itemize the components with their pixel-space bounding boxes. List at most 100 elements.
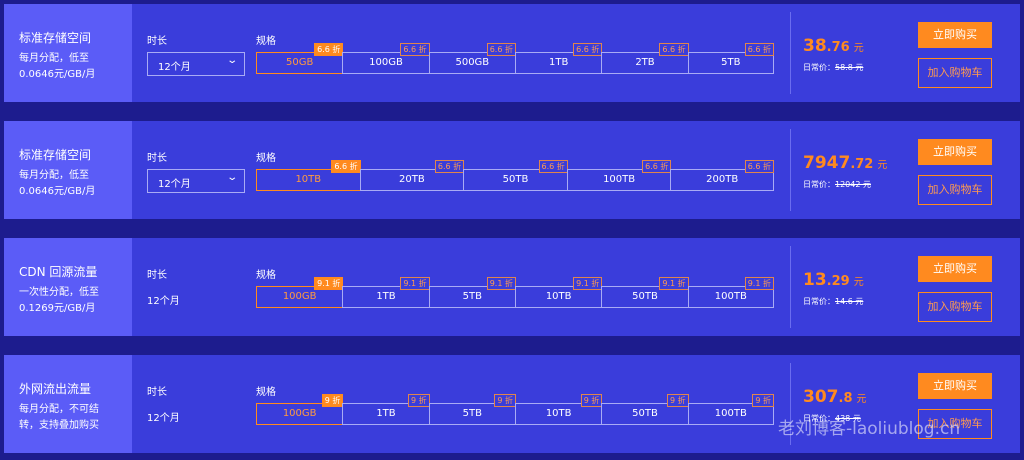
- discount-badge: 6.6 折: [331, 160, 361, 173]
- spec-option-label: 5TB: [721, 57, 741, 68]
- duration-value: 12个月: [158, 179, 191, 190]
- spec-label: 规格: [256, 153, 276, 164]
- spec-label: 规格: [256, 387, 276, 398]
- spec-option[interactable]: 100TB 6.6 折: [566, 160, 672, 191]
- divider: [790, 12, 791, 94]
- spec-option[interactable]: 100GB 9 折: [256, 394, 344, 425]
- buy-button[interactable]: 立即购买: [918, 256, 992, 282]
- cart-button[interactable]: 加入购物车: [918, 409, 992, 439]
- spec-option-label: 1TB: [376, 291, 396, 302]
- spec-option-label: 1TB: [376, 408, 396, 419]
- product-desc: 0.1269元/GB/月: [19, 303, 96, 314]
- spec-option[interactable]: 1TB 6.6 折: [515, 43, 603, 74]
- original-value: 58.8 元: [835, 63, 864, 72]
- spec-option-label: 50TB: [632, 408, 658, 419]
- discount-badge: 9 折: [580, 394, 603, 407]
- price: 38.76 元: [803, 36, 864, 56]
- price-dec: .29: [826, 274, 850, 289]
- spec-option-label: 50GB: [285, 57, 314, 68]
- spec-option[interactable]: 5TB 6.6 折: [687, 43, 774, 74]
- duration-value: 12个月: [158, 62, 191, 73]
- original-price: 日常价：438 元: [803, 413, 861, 424]
- duration-select[interactable]: 12个月 ⌄: [147, 52, 245, 76]
- price: 7947.72 元: [803, 153, 887, 173]
- spec-option[interactable]: 10TB 9.1 折: [515, 277, 603, 308]
- price-unit: 元: [853, 43, 864, 54]
- spec-option[interactable]: 100TB 9.1 折: [687, 277, 774, 308]
- cart-button[interactable]: 加入购物车: [918, 58, 992, 88]
- spec-option[interactable]: 2TB 6.6 折: [601, 43, 689, 74]
- divider: [790, 363, 791, 445]
- discount-badge: 6.6 折: [642, 160, 672, 173]
- spec-option-label: 50TB: [632, 291, 658, 302]
- price-dec: .76: [826, 40, 850, 55]
- spec-option[interactable]: 20TB 6.6 折: [359, 160, 465, 191]
- product-info: 标准存储空间 每月分配，低至 0.0646元/GB/月: [4, 121, 132, 219]
- discount-badge: 6.6 折: [314, 43, 344, 56]
- discount-badge: 6.6 折: [744, 160, 774, 173]
- product-title: 外网流出流量: [19, 382, 92, 396]
- spec-option[interactable]: 50TB 9.1 折: [601, 277, 689, 308]
- watermark: 老刘博客-laoliublog.cn: [778, 419, 961, 439]
- product-card: CDN 回源流量 一次性分配，低至 0.1269元/GB/月 时长 12个月 规格 100G…: [4, 238, 1020, 336]
- price-int: 7947: [803, 153, 851, 173]
- discount-badge: 9.1 折: [314, 277, 344, 290]
- price-int: 307: [803, 387, 839, 407]
- original-value: 12042 元: [835, 180, 871, 189]
- duration-value: 12个月: [147, 413, 180, 424]
- spec-option[interactable]: 100GB 9.1 折: [256, 277, 344, 308]
- price-unit: 元: [853, 277, 864, 288]
- discount-badge: 6.6 折: [659, 43, 689, 56]
- discount-badge: 9.1 折: [659, 277, 689, 290]
- discount-badge: 6.6 折: [486, 43, 516, 56]
- spec-option[interactable]: 1TB 9.1 折: [342, 277, 430, 308]
- spec-option-label: 500GB: [455, 57, 490, 68]
- buy-button[interactable]: 立即购买: [918, 139, 992, 165]
- spec-option-label: 20TB: [399, 174, 425, 185]
- buy-button[interactable]: 立即购买: [918, 22, 992, 48]
- price-int: 38: [803, 36, 827, 56]
- spec-label: 规格: [256, 270, 276, 281]
- spec-option[interactable]: 50TB 9 折: [601, 394, 689, 425]
- duration-select[interactable]: 12个月 ⌄: [147, 169, 245, 193]
- discount-badge: 6.6 折: [434, 160, 465, 173]
- buy-button[interactable]: 立即购买: [918, 373, 992, 399]
- product-info: 标准存储空间 每月分配，低至 0.0646元/GB/月: [4, 4, 132, 102]
- original-value: 14.6 元: [835, 297, 864, 306]
- spec-option[interactable]: 500GB 6.6 折: [428, 43, 516, 74]
- spec-option[interactable]: 10TB 9 折: [515, 394, 603, 425]
- discount-badge: 6.6 折: [538, 160, 568, 173]
- spec-option[interactable]: 100TB 9 折: [687, 394, 774, 425]
- original-price: 日常价：14.6 元: [803, 296, 863, 307]
- discount-badge: 9 折: [667, 394, 689, 407]
- spec-option[interactable]: 5TB 9 折: [428, 394, 516, 425]
- spec-option[interactable]: 50GB 6.6 折: [256, 43, 344, 74]
- spec-option[interactable]: 100GB 6.6 折: [342, 43, 430, 74]
- original-label: 日常价：: [803, 297, 835, 306]
- spec-option-label: 100TB: [714, 408, 747, 419]
- price-dec: .8: [838, 391, 853, 406]
- discount-badge: 9 折: [494, 394, 516, 407]
- duration-label: 时长: [147, 36, 167, 47]
- spec-option-label: 100TB: [603, 174, 636, 185]
- price: 307.8 元: [803, 387, 866, 407]
- product-desc: 0.0646元/GB/月: [19, 69, 96, 80]
- spec-option-label: 100GB: [282, 408, 317, 419]
- spec-option[interactable]: 1TB 9 折: [342, 394, 430, 425]
- spec-option-label: 200TB: [706, 174, 739, 185]
- spec-option[interactable]: 10TB 6.6 折: [256, 160, 361, 191]
- cart-button[interactable]: 加入购物车: [918, 175, 992, 205]
- product-info: 外网流出流量 每月分配，不可结 转，支持叠加购买: [4, 355, 132, 453]
- product-title: 标准存储空间: [19, 31, 92, 45]
- product-desc: 每月分配，低至: [19, 53, 89, 64]
- duration-label: 时长: [147, 153, 167, 164]
- product-card: 外网流出流量 每月分配，不可结 转，支持叠加购买 时长 12个月 规格 100GB 9 折 1T…: [4, 355, 1020, 453]
- product-title: 标准存储空间: [19, 148, 92, 162]
- spec-option[interactable]: 50TB 6.6 折: [463, 160, 568, 191]
- discount-badge: 6.6 折: [573, 43, 603, 56]
- duration-label: 时长: [147, 387, 167, 398]
- spec-option[interactable]: 5TB 9.1 折: [428, 277, 516, 308]
- cart-button[interactable]: 加入购物车: [918, 292, 992, 322]
- spec-option[interactable]: 200TB 6.6 折: [670, 160, 774, 191]
